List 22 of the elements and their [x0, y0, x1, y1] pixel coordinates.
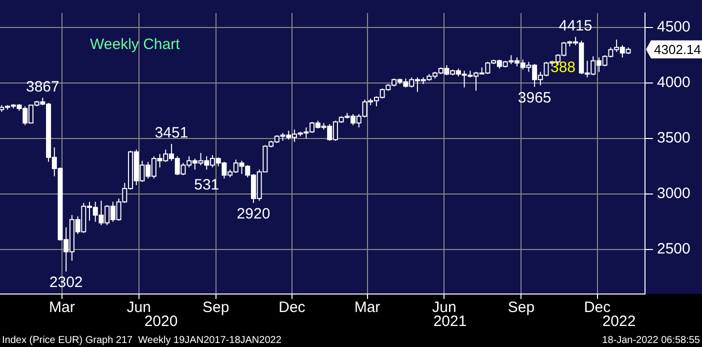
y-tick-label: 2500: [657, 240, 690, 258]
x-tick-label: Sep: [508, 299, 535, 316]
text: Weekly Chart: [90, 36, 181, 54]
annotation: 3965: [518, 90, 552, 106]
annotation: 2302: [49, 274, 83, 292]
annotation: 388: [550, 59, 576, 76]
annotation: 2920: [236, 206, 270, 223]
text: 4302.14: [654, 42, 701, 57]
x-tick-label: Sep: [202, 299, 230, 316]
text: Index (Price EUR) Graph 217 Weekly 19JAN2017-18JAN2022: [2, 334, 282, 346]
x-tick-label: Dec: [278, 299, 306, 316]
y-tick-label: 4000: [657, 74, 690, 92]
annotation: 4415: [558, 18, 592, 35]
x-tick-label: Mar: [354, 299, 380, 316]
annotation: 3867: [26, 78, 60, 96]
text: 18-Jan-2022 06:58:55: [602, 334, 700, 346]
y-tick-label: 4500: [657, 18, 690, 36]
y-tick-label: 3000: [657, 185, 690, 202]
annotation: 3451: [154, 124, 188, 142]
annotation: 531: [194, 176, 220, 194]
x-tick-label: Mar: [48, 299, 75, 316]
y-tick-label: 3500: [657, 130, 690, 147]
